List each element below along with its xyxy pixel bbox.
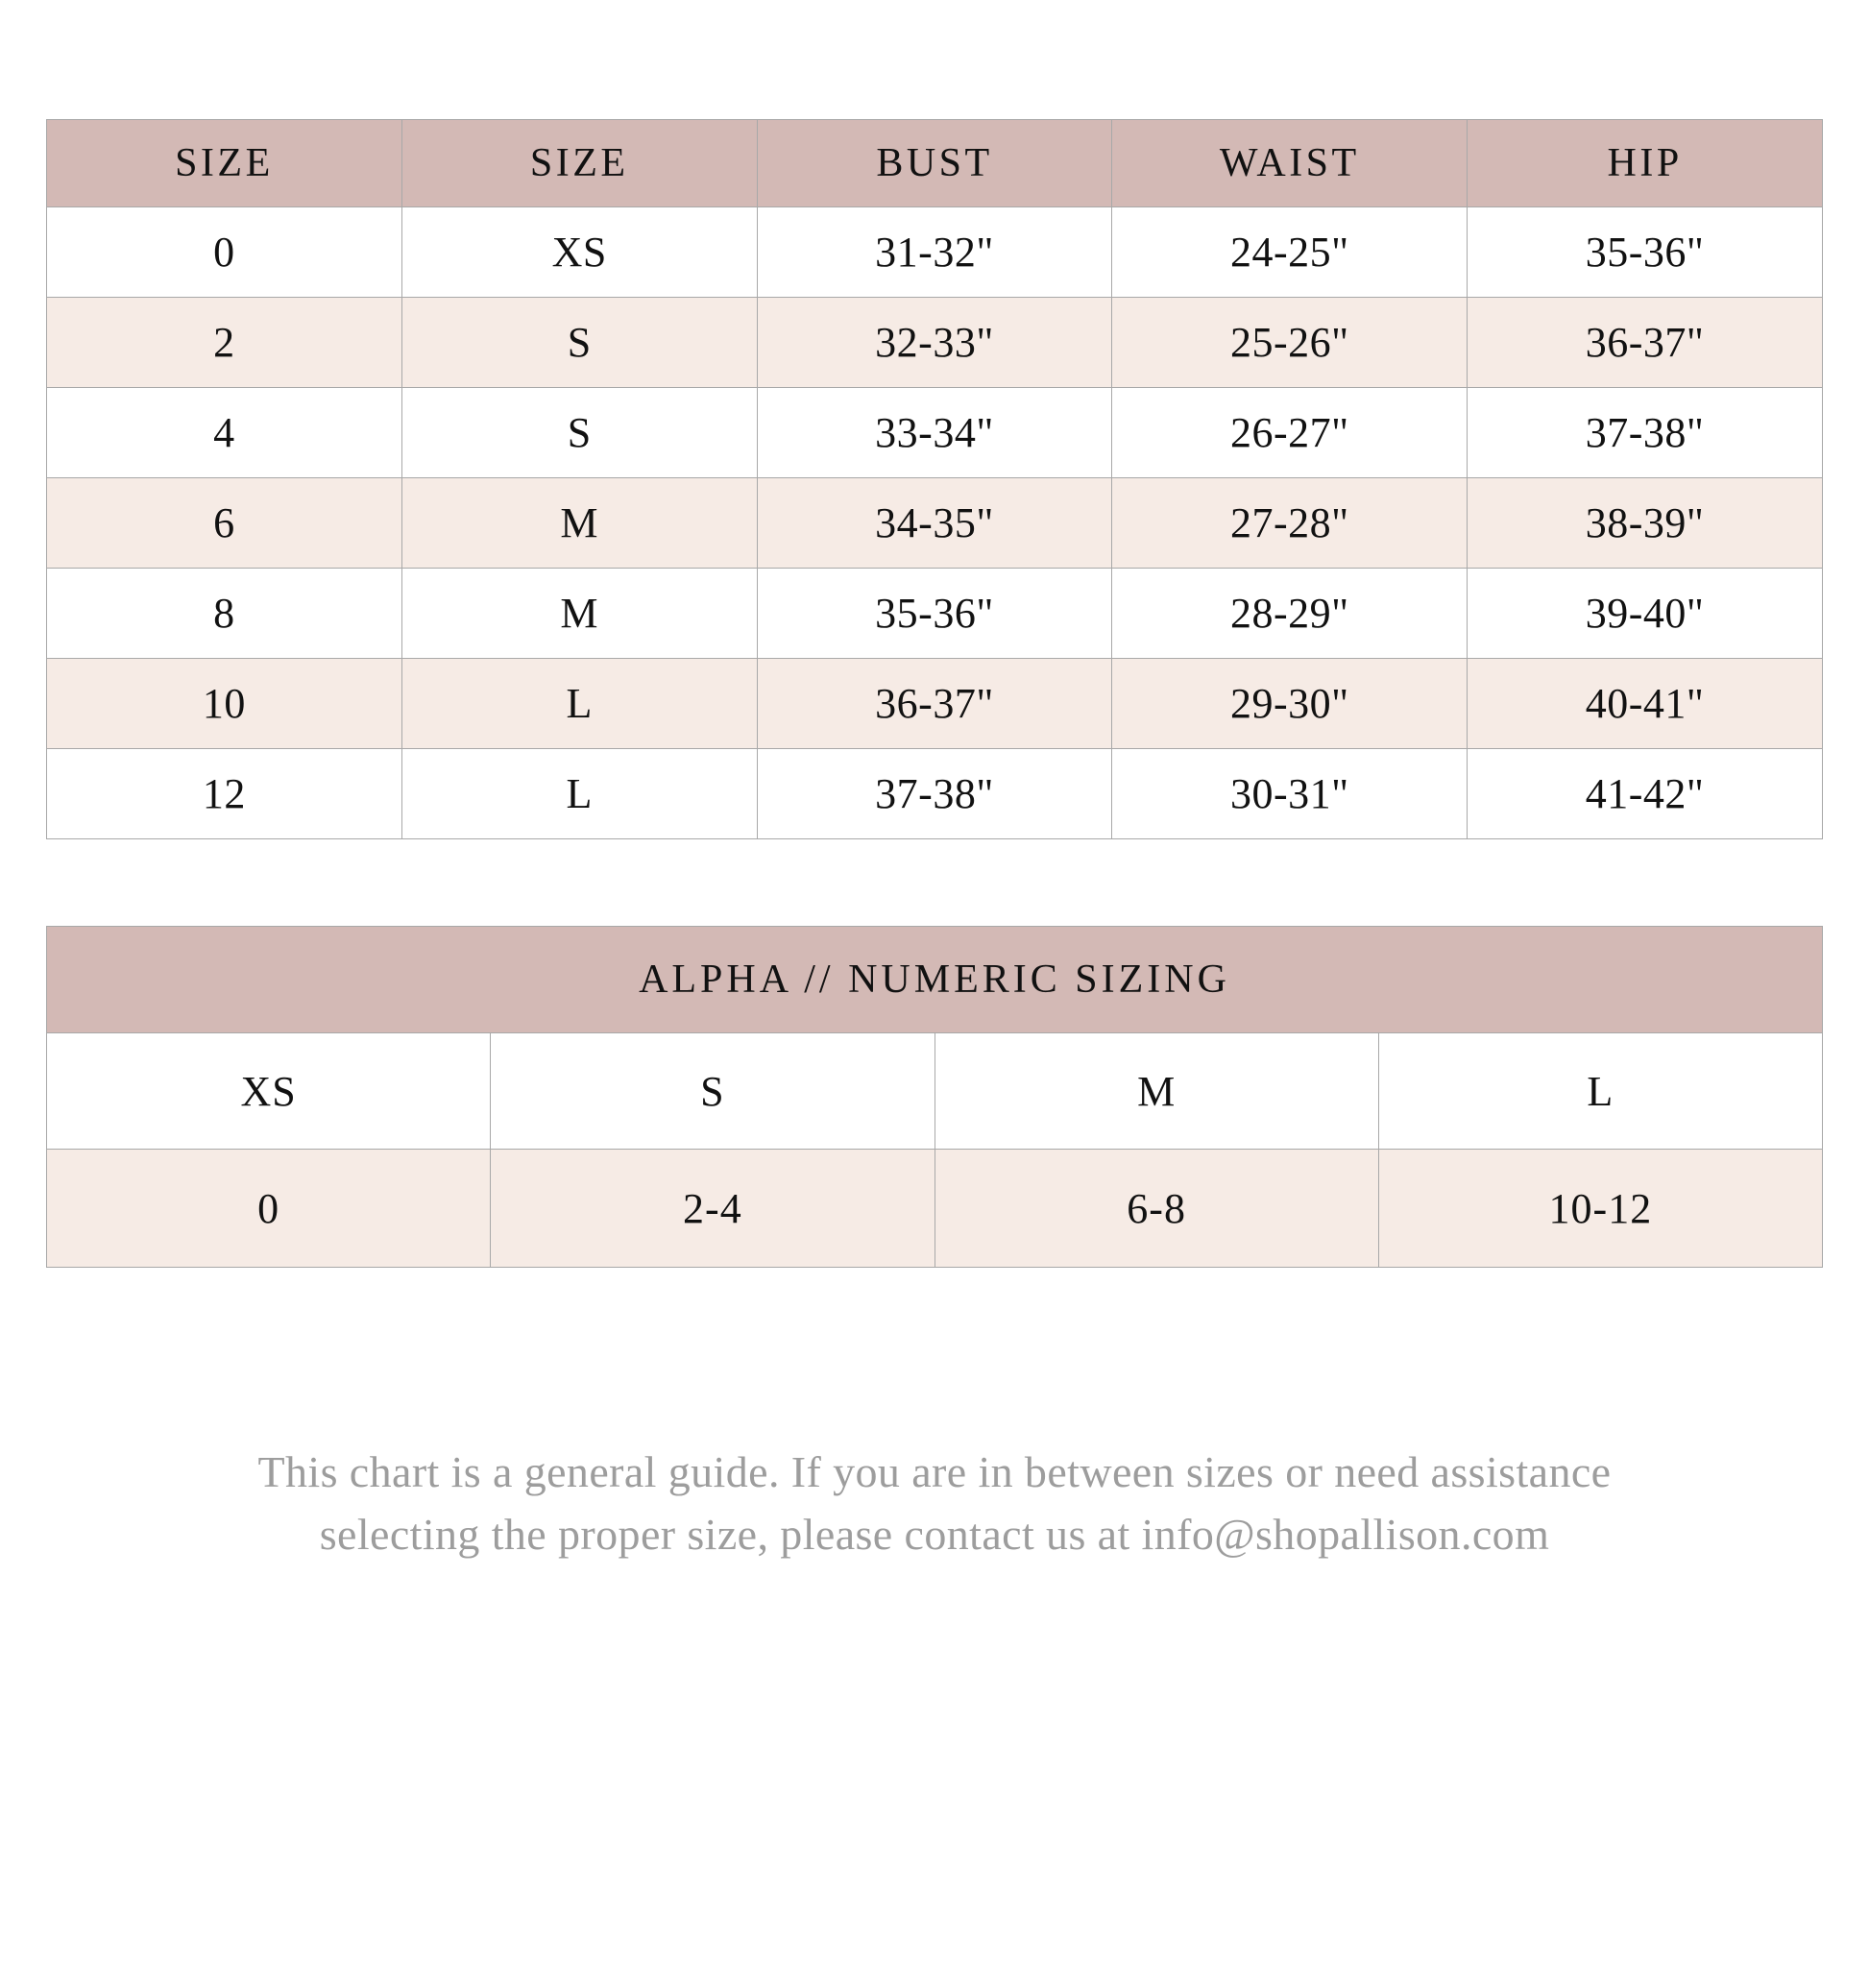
- table-row: 10 L 36-37" 29-30" 40-41": [46, 658, 1823, 749]
- cell-size-numeric: 10: [46, 658, 402, 749]
- cell-size-alpha: XS: [400, 206, 758, 298]
- column-header-waist: WAIST: [1111, 119, 1468, 207]
- cell-waist: 28-29": [1111, 568, 1468, 659]
- chart-footnote: This chart is a general guide. If you ar…: [46, 1441, 1823, 1566]
- cell-bust: 31-32": [756, 206, 1113, 298]
- cell-size-alpha: M: [400, 568, 758, 659]
- cell-hip: 36-37": [1467, 297, 1823, 388]
- cell-size-numeric: 8: [46, 568, 402, 659]
- cell-size-numeric: 2: [46, 297, 402, 388]
- table-row: 4 S 33-34" 26-27" 37-38": [46, 387, 1823, 478]
- cell-alpha-s: S: [490, 1032, 935, 1150]
- cell-size-numeric: 12: [46, 748, 402, 839]
- cell-alpha-l: L: [1377, 1032, 1824, 1150]
- cell-hip: 39-40": [1467, 568, 1823, 659]
- cell-hip: 41-42": [1467, 748, 1823, 839]
- cell-waist: 25-26": [1111, 297, 1468, 388]
- column-header-hip: HIP: [1467, 119, 1823, 207]
- table-row: 8 M 35-36" 28-29" 39-40": [46, 568, 1823, 659]
- measurements-table-body: 0 XS 31-32" 24-25" 35-36" 2 S 32-33" 25-…: [46, 206, 1823, 839]
- cell-waist: 24-25": [1111, 206, 1468, 298]
- cell-alpha-xs: XS: [45, 1032, 492, 1150]
- column-header-size-alpha: SIZE: [400, 119, 758, 207]
- alpha-numeric-banner-title: ALPHA // NUMERIC SIZING: [46, 926, 1823, 1033]
- cell-bust: 32-33": [756, 297, 1113, 388]
- alpha-numeric-table-body: XS S M L 0 2-4 6-8 10-12: [45, 1032, 1824, 1268]
- cell-waist: 30-31": [1111, 748, 1468, 839]
- cell-bust: 33-34": [756, 387, 1113, 478]
- cell-bust: 34-35": [756, 477, 1113, 569]
- cell-size-alpha: S: [400, 387, 758, 478]
- alpha-numeric-table: ALPHA // NUMERIC SIZING XS S M L 0 2-4 6…: [45, 926, 1824, 1268]
- column-header-bust: BUST: [756, 119, 1113, 207]
- column-header-size-numeric: SIZE: [46, 119, 402, 207]
- cell-bust: 37-38": [756, 748, 1113, 839]
- table-header-row: SIZE SIZE BUST WAIST HIP: [46, 119, 1823, 207]
- alpha-numeric-banner-row: ALPHA // NUMERIC SIZING: [46, 926, 1823, 1033]
- footnote-line-1: This chart is a general guide. If you ar…: [257, 1447, 1612, 1496]
- cell-waist: 27-28": [1111, 477, 1468, 569]
- footnote-line-2: selecting the proper size, please contac…: [319, 1510, 1550, 1560]
- table-row: 12 L 37-38" 30-31" 41-42": [46, 748, 1823, 839]
- table-row-alpha: XS S M L: [45, 1032, 1824, 1150]
- cell-size-numeric: 0: [46, 206, 402, 298]
- cell-bust: 35-36": [756, 568, 1113, 659]
- cell-numeric-s: 2-4: [490, 1149, 935, 1268]
- cell-numeric-m: 6-8: [934, 1149, 1379, 1268]
- cell-waist: 29-30": [1111, 658, 1468, 749]
- cell-size-alpha: L: [400, 748, 758, 839]
- cell-size-alpha: S: [400, 297, 758, 388]
- table-row: 0 XS 31-32" 24-25" 35-36": [46, 206, 1823, 298]
- cell-hip: 37-38": [1467, 387, 1823, 478]
- cell-hip: 38-39": [1467, 477, 1823, 569]
- table-row: 6 M 34-35" 27-28" 38-39": [46, 477, 1823, 569]
- cell-size-numeric: 6: [46, 477, 402, 569]
- table-row-numeric: 0 2-4 6-8 10-12: [45, 1149, 1824, 1268]
- alpha-numeric-table-header: ALPHA // NUMERIC SIZING: [46, 926, 1823, 1033]
- size-chart-page: SIZE SIZE BUST WAIST HIP 0 XS 31-32" 24-…: [0, 119, 1869, 1988]
- cell-size-alpha: L: [400, 658, 758, 749]
- table-row: 2 S 32-33" 25-26" 36-37": [46, 297, 1823, 388]
- cell-hip: 40-41": [1467, 658, 1823, 749]
- cell-size-alpha: M: [400, 477, 758, 569]
- cell-size-numeric: 4: [46, 387, 402, 478]
- cell-hip: 35-36": [1467, 206, 1823, 298]
- cell-numeric-xs: 0: [45, 1149, 492, 1268]
- measurements-table-header: SIZE SIZE BUST WAIST HIP: [46, 119, 1823, 207]
- measurements-table: SIZE SIZE BUST WAIST HIP 0 XS 31-32" 24-…: [46, 119, 1823, 839]
- cell-bust: 36-37": [756, 658, 1113, 749]
- cell-alpha-m: M: [934, 1032, 1379, 1150]
- cell-waist: 26-27": [1111, 387, 1468, 478]
- cell-numeric-l: 10-12: [1377, 1149, 1824, 1268]
